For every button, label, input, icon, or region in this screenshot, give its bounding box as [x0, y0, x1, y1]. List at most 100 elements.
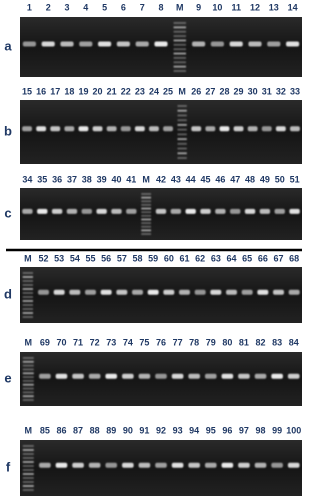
- lane-label: 93: [173, 425, 183, 435]
- band: [192, 41, 206, 47]
- ladder-band: [177, 152, 187, 155]
- ladder-band: [141, 218, 152, 221]
- lane-label: 73: [106, 337, 116, 347]
- ladder-band: [22, 372, 34, 375]
- band: [259, 208, 271, 214]
- lane-label: 42: [156, 174, 166, 184]
- band: [229, 41, 243, 47]
- lane-label: 92: [156, 425, 166, 435]
- lane-label: 3: [64, 2, 69, 12]
- lane-label: 89: [106, 425, 116, 435]
- lane-label: 31: [262, 86, 272, 96]
- lane-label: 59: [148, 253, 158, 263]
- lane-label: 65: [242, 253, 252, 263]
- ladder-band: [22, 272, 34, 274]
- band: [271, 462, 283, 468]
- band: [238, 462, 250, 468]
- ladder-band: [22, 308, 34, 310]
- lane-label: 85: [40, 425, 50, 435]
- lane-label: 78: [189, 337, 199, 347]
- ladder-band: [177, 123, 187, 126]
- band: [205, 126, 216, 132]
- band: [271, 373, 283, 379]
- band: [41, 41, 55, 47]
- band: [188, 373, 200, 379]
- ladder-band: [22, 383, 34, 386]
- ladder-band: [141, 233, 152, 235]
- lane-label: 67: [273, 253, 283, 263]
- band: [204, 373, 217, 379]
- band: [64, 126, 75, 132]
- band: [60, 41, 74, 47]
- lane-label: 68: [289, 253, 299, 263]
- lane-label: M: [178, 86, 186, 96]
- band: [274, 208, 285, 214]
- lane-label: 62: [195, 253, 205, 263]
- lane-label: 23: [135, 86, 145, 96]
- lane-label: 70: [56, 337, 66, 347]
- ladder-band: [173, 70, 187, 72]
- lane-label: 57: [117, 253, 127, 263]
- band: [267, 41, 281, 47]
- band: [96, 208, 107, 214]
- band: [238, 373, 250, 379]
- ladder-band: [22, 296, 34, 298]
- band: [219, 126, 230, 132]
- lane-label: 49: [260, 174, 270, 184]
- band: [185, 208, 196, 214]
- band: [51, 208, 63, 214]
- lane-label: 39: [97, 174, 107, 184]
- ladder-band: [173, 65, 187, 68]
- band: [215, 208, 226, 214]
- ladder-band: [22, 276, 34, 278]
- ladder-band: [22, 292, 34, 294]
- band: [188, 462, 200, 468]
- lane-label: 76: [156, 337, 166, 347]
- panel-label: c: [4, 205, 11, 220]
- ladder-band: [22, 449, 34, 451]
- band: [38, 289, 49, 295]
- band: [135, 41, 149, 47]
- lane-label: 10: [212, 2, 222, 12]
- ladder-band: [22, 457, 34, 459]
- lane-label: 11: [231, 2, 241, 12]
- lane-label: M: [25, 337, 33, 347]
- lane-label: 51: [290, 174, 300, 184]
- lane-label: 94: [189, 425, 199, 435]
- band: [204, 462, 217, 468]
- lane-label: 83: [272, 337, 282, 347]
- gel: [20, 188, 302, 240]
- lane-label: 58: [132, 253, 142, 263]
- ladder-band: [177, 142, 187, 145]
- lane-label: 30: [248, 86, 258, 96]
- panel-label: f: [6, 459, 11, 474]
- lane-label: 71: [73, 337, 83, 347]
- band: [247, 126, 258, 132]
- band: [111, 208, 122, 214]
- lane-label: 47: [230, 174, 240, 184]
- band: [116, 41, 130, 47]
- band: [230, 208, 241, 214]
- lane-label: 45: [201, 174, 211, 184]
- ladder-band: [141, 225, 152, 228]
- band: [290, 126, 300, 132]
- band: [120, 126, 131, 132]
- lane-label: 80: [222, 337, 232, 347]
- ladder-band: [173, 39, 187, 42]
- band: [171, 373, 184, 379]
- lane-label: 41: [126, 174, 136, 184]
- ladder-band: [22, 387, 34, 390]
- lane-label: 9: [196, 2, 201, 12]
- band: [200, 208, 211, 214]
- lane-label: 44: [186, 174, 196, 184]
- ladder-band: [141, 196, 152, 199]
- band: [248, 41, 262, 47]
- ladder-band: [173, 56, 187, 59]
- ladder-band: [177, 114, 187, 117]
- ladder-band: [141, 203, 152, 206]
- ladder-band: [173, 35, 187, 38]
- ladder-band: [22, 477, 34, 479]
- band: [53, 289, 65, 295]
- band: [191, 126, 202, 132]
